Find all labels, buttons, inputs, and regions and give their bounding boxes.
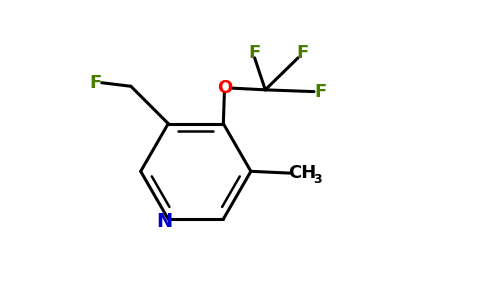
Text: F: F [248, 44, 261, 62]
Text: F: F [314, 82, 327, 100]
Text: O: O [217, 79, 232, 97]
Text: F: F [89, 74, 102, 92]
Text: N: N [156, 212, 172, 231]
Text: CH: CH [288, 164, 317, 182]
Text: F: F [297, 44, 309, 62]
Text: 3: 3 [314, 173, 322, 186]
